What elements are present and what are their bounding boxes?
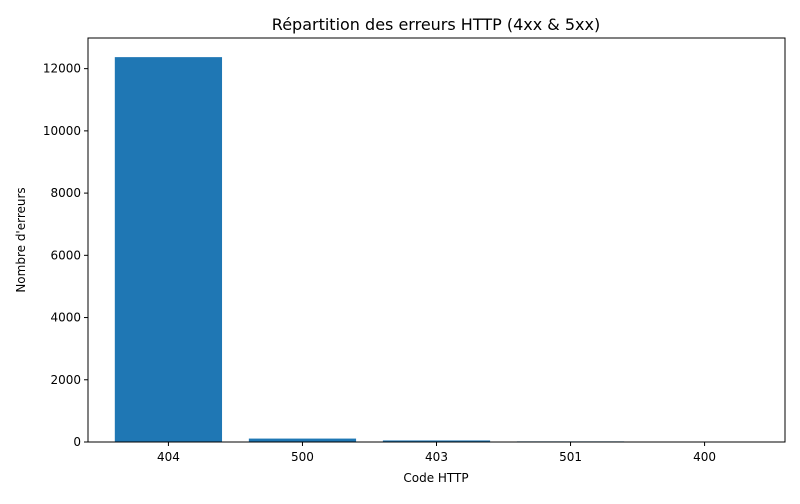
chart-title: Répartition des erreurs HTTP (4xx & 5xx): [272, 15, 600, 34]
y-tick-label: 6000: [50, 248, 81, 262]
y-tick-label: 10000: [43, 124, 81, 138]
x-tick-label: 500: [291, 450, 314, 464]
y-axis-label: Nombre d'erreurs: [14, 187, 28, 292]
y-tick-label: 8000: [50, 186, 81, 200]
x-tick-label: 403: [425, 450, 448, 464]
bar-500: [249, 439, 356, 442]
x-tick-label: 400: [693, 450, 716, 464]
x-tick-label: 404: [157, 450, 180, 464]
y-tick-label: 4000: [50, 311, 81, 325]
bar-404: [115, 57, 222, 442]
y-tick-label: 12000: [43, 62, 81, 76]
x-tick-label: 501: [559, 450, 582, 464]
x-axis-label: Code HTTP: [403, 471, 468, 485]
bars-layer: [115, 57, 758, 442]
x-axis-ticks: 404 500 403 501 400: [157, 442, 716, 464]
y-axis-ticks: 0 2000 4000 6000 8000 10000 12000: [43, 62, 88, 449]
y-tick-label: 0: [73, 435, 81, 449]
y-tick-label: 2000: [50, 373, 81, 387]
